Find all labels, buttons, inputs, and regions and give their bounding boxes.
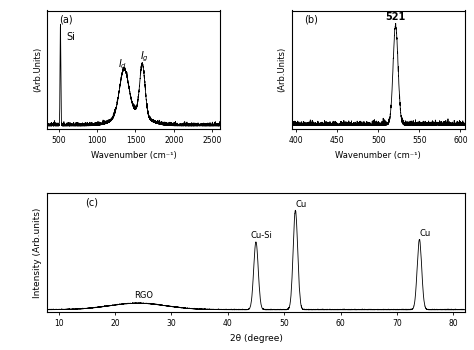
Text: (c): (c) <box>85 197 98 207</box>
Text: Cu: Cu <box>419 229 431 238</box>
Text: Cu: Cu <box>295 199 307 209</box>
Text: (a): (a) <box>59 14 73 24</box>
Text: (b): (b) <box>304 14 318 24</box>
Y-axis label: Intensity (Arb.units): Intensity (Arb.units) <box>33 207 42 298</box>
Text: Cu-Si: Cu-Si <box>251 231 273 240</box>
Y-axis label: (Arb.Units): (Arb.Units) <box>278 47 287 92</box>
X-axis label: Wavenumber (cm⁻¹): Wavenumber (cm⁻¹) <box>336 151 421 160</box>
X-axis label: Wavenumber (cm⁻¹): Wavenumber (cm⁻¹) <box>91 151 176 160</box>
Text: 521: 521 <box>385 12 406 22</box>
Text: $I_g$: $I_g$ <box>140 50 149 64</box>
Text: Si: Si <box>66 32 75 42</box>
Text: RGO: RGO <box>134 292 153 300</box>
Y-axis label: (Arb.Units): (Arb.Units) <box>33 47 42 92</box>
X-axis label: 2θ (degree): 2θ (degree) <box>229 334 283 343</box>
Text: $I_d$: $I_d$ <box>118 57 127 71</box>
